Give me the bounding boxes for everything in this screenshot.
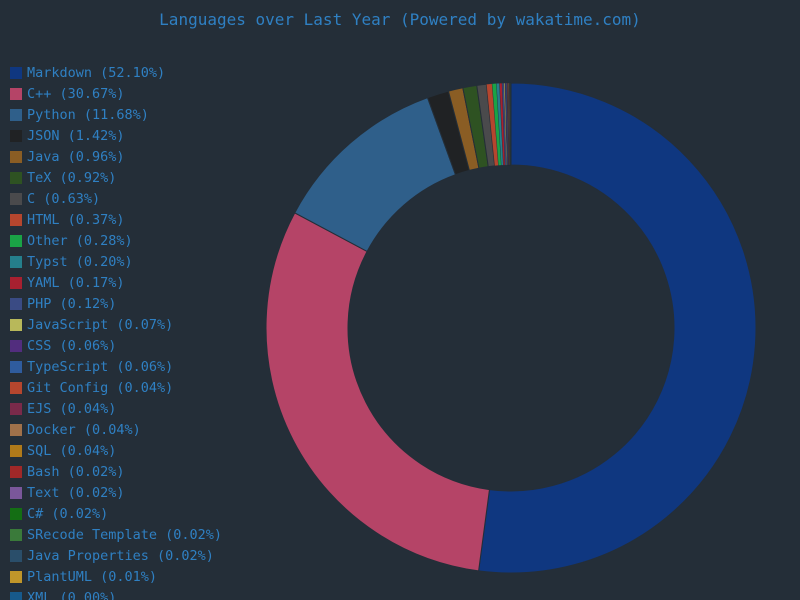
legend-item-text[interactable]: Text (0.02%) [10,482,260,503]
legend-label: TeX (0.92%) [27,169,117,186]
legend-item-tex[interactable]: TeX (0.92%) [10,167,260,188]
legend-swatch [10,591,22,600]
legend-swatch [10,570,22,583]
legend-swatch [10,150,22,163]
legend-item-git-config[interactable]: Git Config (0.04%) [10,377,260,398]
legend-label: XML (0.00%) [27,589,117,600]
legend-swatch [10,234,22,247]
legend-swatch [10,381,22,394]
legend-item-markdown[interactable]: Markdown (52.10%) [10,62,260,83]
legend-item-ejs[interactable]: EJS (0.04%) [10,398,260,419]
legend-label: Java Properties (0.02%) [27,547,214,564]
legend-item-typescript[interactable]: TypeScript (0.06%) [10,356,260,377]
legend-label: Bash (0.02%) [27,463,125,480]
legend-label: Java (0.96%) [27,148,125,165]
legend-label: EJS (0.04%) [27,400,117,417]
legend-swatch [10,423,22,436]
legend-label: Markdown (52.10%) [27,64,166,81]
legend-item-cplusplus[interactable]: C++ (30.67%) [10,83,260,104]
legend-label: Python (11.68%) [27,106,149,123]
legend-label: PlantUML (0.01%) [27,568,158,585]
legend-label: YAML (0.17%) [27,274,125,291]
legend: Markdown (52.10%) C++ (30.67%) Python (11.… [10,62,260,600]
legend-swatch [10,486,22,499]
legend-label: SQL (0.04%) [27,442,117,459]
legend-label: CSS (0.06%) [27,337,117,354]
legend-item-css[interactable]: CSS (0.06%) [10,335,260,356]
legend-item-xml[interactable]: XML (0.00%) [10,587,260,600]
legend-item-c[interactable]: C (0.63%) [10,188,260,209]
legend-item-php[interactable]: PHP (0.12%) [10,293,260,314]
legend-label: Text (0.02%) [27,484,125,501]
legend-item-html[interactable]: HTML (0.37%) [10,209,260,230]
legend-label: Docker (0.04%) [27,421,141,438]
legend-label: C++ (30.67%) [27,85,125,102]
legend-swatch [10,213,22,226]
legend-item-bash[interactable]: Bash (0.02%) [10,461,260,482]
slice-cplusplus[interactable] [265,212,491,572]
legend-label: PHP (0.12%) [27,295,117,312]
legend-label: Git Config (0.04%) [27,379,174,396]
legend-swatch [10,297,22,310]
legend-label: TypeScript (0.06%) [27,358,174,375]
legend-label: C# (0.02%) [27,505,109,522]
legend-swatch [10,192,22,205]
legend-swatch [10,402,22,415]
legend-label: HTML (0.37%) [27,211,125,228]
legend-swatch [10,360,22,373]
legend-swatch [10,465,22,478]
legend-swatch [10,255,22,268]
legend-swatch [10,87,22,100]
legend-item-java-properties[interactable]: Java Properties (0.02%) [10,545,260,566]
legend-swatch [10,66,22,79]
legend-item-other[interactable]: Other (0.28%) [10,230,260,251]
legend-item-javascript[interactable]: JavaScript (0.07%) [10,314,260,335]
legend-item-yaml[interactable]: YAML (0.17%) [10,272,260,293]
legend-label: Other (0.28%) [27,232,133,249]
legend-swatch [10,444,22,457]
legend-item-srecode-template[interactable]: SRecode Template (0.02%) [10,524,260,545]
legend-item-python[interactable]: Python (11.68%) [10,104,260,125]
legend-swatch [10,108,22,121]
legend-item-java[interactable]: Java (0.96%) [10,146,260,167]
legend-item-sql[interactable]: SQL (0.04%) [10,440,260,461]
legend-label: JSON (1.42%) [27,127,125,144]
chart-title: Languages over Last Year (Powered by wak… [159,10,641,29]
legend-item-docker[interactable]: Docker (0.04%) [10,419,260,440]
legend-swatch [10,528,22,541]
legend-label: Typst (0.20%) [27,253,133,270]
legend-swatch [10,318,22,331]
legend-swatch [10,171,22,184]
legend-label: JavaScript (0.07%) [27,316,174,333]
legend-item-csharp[interactable]: C# (0.02%) [10,503,260,524]
legend-item-typst[interactable]: Typst (0.20%) [10,251,260,272]
legend-swatch [10,276,22,289]
legend-item-json[interactable]: JSON (1.42%) [10,125,260,146]
legend-label: SRecode Template (0.02%) [27,526,223,543]
legend-swatch [10,549,22,562]
legend-swatch [10,129,22,142]
legend-swatch [10,507,22,520]
legend-swatch [10,339,22,352]
legend-item-plantuml[interactable]: PlantUML (0.01%) [10,566,260,587]
slice-markdown[interactable] [478,82,757,574]
legend-label: C (0.63%) [27,190,101,207]
